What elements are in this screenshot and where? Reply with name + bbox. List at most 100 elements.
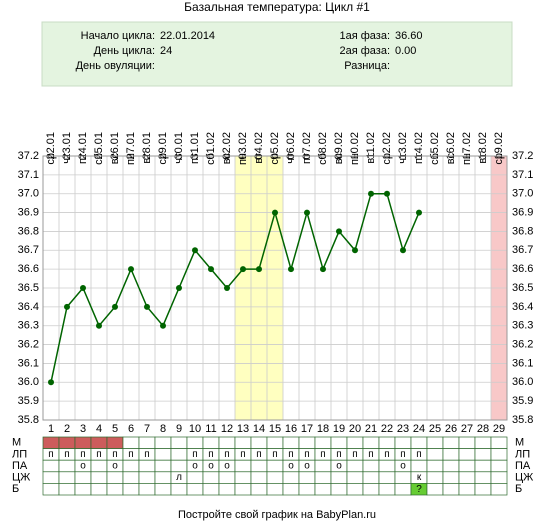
weekday-label: пт [77, 153, 89, 164]
date-label: 05.02 [269, 132, 281, 160]
cell [442, 459, 460, 473]
cell [458, 436, 476, 449]
cell [490, 483, 508, 496]
point [240, 266, 246, 273]
cell [154, 448, 172, 461]
date-label: 18.02 [477, 132, 489, 160]
weekday-label: вс [445, 153, 457, 165]
cell-text: п [256, 449, 261, 460]
cell [394, 471, 412, 484]
date-label: 16.02 [445, 132, 457, 160]
cell [42, 459, 60, 473]
cell [186, 471, 204, 484]
date-label: 09.02 [333, 132, 345, 160]
weekday-label: пн [461, 153, 473, 165]
row-label-right: Б [515, 483, 522, 495]
y-tick-label-right: 37.1 [512, 169, 533, 181]
x-tick-label: 13 [237, 423, 249, 435]
point [112, 303, 118, 310]
row-label: М [12, 437, 21, 449]
point [288, 266, 294, 273]
x-tick-label: 3 [80, 423, 86, 435]
cell [314, 471, 332, 484]
cell-text: о [80, 461, 86, 472]
cell [490, 471, 508, 484]
row-label-right: ЛП [515, 448, 530, 460]
weekday-label: ср [45, 153, 57, 165]
cell [42, 483, 60, 496]
cell [298, 436, 316, 449]
cell [410, 459, 428, 473]
cell [490, 459, 508, 473]
info-value: 24 [160, 45, 172, 57]
cell-text: п [96, 449, 101, 460]
cell [250, 471, 268, 484]
cell [250, 436, 268, 449]
cell-text: к [417, 472, 422, 483]
cell [474, 448, 492, 461]
y-tick-label-right: 36.4 [512, 301, 533, 313]
weekday-label: пт [189, 153, 201, 164]
x-tick-label: 29 [493, 423, 505, 435]
x-tick-label: 5 [112, 423, 118, 435]
weekday-label: сб [205, 153, 217, 165]
y-tick-label: 37.2 [18, 150, 39, 162]
cell [282, 471, 300, 484]
cell [314, 483, 332, 496]
cell-text: п [272, 449, 277, 460]
cell-text: п [336, 449, 341, 460]
cell [106, 436, 124, 449]
info-label: День цикла: [94, 45, 155, 57]
weekday-label: сб [317, 153, 329, 165]
cell [330, 436, 348, 449]
cell [154, 471, 172, 484]
cell-text: п [224, 449, 229, 460]
y-tick-label: 36.8 [18, 225, 39, 237]
point [144, 303, 150, 310]
cell [426, 436, 444, 449]
weekday-label: пт [301, 153, 313, 164]
cell [170, 448, 188, 461]
cell [426, 448, 444, 461]
cell [458, 459, 476, 473]
cell [58, 459, 76, 473]
weekday-label: вс [109, 153, 121, 165]
cell-text: п [128, 449, 133, 460]
x-tick-label: 2 [64, 423, 70, 435]
x-tick-label: 7 [144, 423, 150, 435]
cell [106, 471, 124, 484]
weekday-label: вс [333, 153, 345, 165]
cell [330, 471, 348, 484]
date-label: 31.01 [189, 132, 201, 160]
point [80, 285, 86, 291]
date-label: 13.02 [397, 132, 409, 160]
date-label: 26.01 [109, 132, 121, 160]
cell-text: п [48, 449, 53, 460]
cell [346, 436, 364, 449]
y-tick-label-right: 36.8 [512, 225, 533, 237]
cell [410, 436, 428, 449]
cell [122, 436, 140, 449]
x-tick-label: 6 [128, 423, 134, 435]
row-label: ПА [12, 460, 28, 472]
y-tick-label: 37.0 [18, 188, 39, 200]
weekday-label: ср [381, 153, 393, 165]
point [128, 266, 134, 273]
cell [474, 459, 492, 473]
point [64, 303, 70, 310]
cell-text: п [368, 449, 373, 460]
cell [442, 448, 460, 461]
cell [490, 436, 508, 449]
date-label: 06.02 [285, 132, 297, 160]
date-label: 19.02 [493, 132, 505, 160]
x-tick-label: 8 [160, 423, 166, 435]
row-label: ЦЖ [12, 472, 30, 484]
cell-text: о [192, 461, 198, 472]
cell [122, 471, 140, 484]
y-tick-label: 36.5 [18, 282, 39, 294]
cell [90, 459, 108, 473]
cell [362, 483, 380, 496]
cell [138, 483, 156, 496]
cell [138, 459, 156, 473]
weekday-label: ср [493, 153, 505, 165]
